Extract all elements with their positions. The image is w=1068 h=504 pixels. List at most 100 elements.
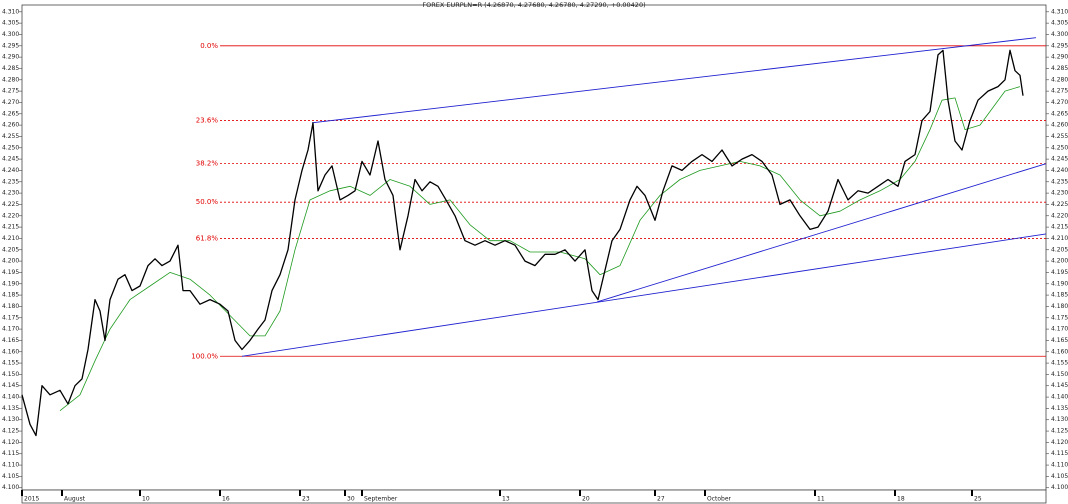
x-tick-label: 20: [582, 496, 590, 503]
y-tick-label: 4.110: [2, 462, 19, 469]
y-tick-label-right: 4.160: [1051, 348, 1068, 355]
y-tick-label-right: 4.230: [1051, 190, 1068, 197]
y-tick-label-right: 4.150: [1051, 371, 1068, 378]
x-tick-label: 25: [974, 496, 982, 503]
y-tick-label: 4.275: [2, 88, 19, 95]
y-tick-label-right: 4.140: [1051, 394, 1068, 401]
y-tick-label-right: 4.165: [1051, 337, 1068, 344]
y-tick-label-right: 4.100: [1051, 484, 1068, 491]
y-tick-label: 4.130: [2, 416, 19, 423]
y-tick-label: 4.290: [2, 54, 19, 61]
y-tick-label-right: 4.155: [1051, 360, 1068, 367]
y-tick-label-right: 4.125: [1051, 428, 1068, 435]
y-tick-label: 4.280: [2, 76, 19, 83]
trend-line: [596, 163, 1047, 303]
y-tick-label: 4.160: [2, 348, 19, 355]
y-tick-label-right: 4.295: [1051, 42, 1068, 49]
y-tick-label-right: 4.260: [1051, 122, 1068, 129]
fib-label: 100.0%: [191, 352, 218, 360]
y-tick-label: 4.185: [2, 292, 19, 299]
y-tick-label: 4.260: [2, 122, 19, 129]
y-tick-label: 4.170: [2, 326, 19, 333]
y-tick-label: 4.305: [2, 20, 19, 27]
y-tick-label-right: 4.210: [1051, 235, 1068, 242]
y-tick-label-right: 4.170: [1051, 326, 1068, 333]
y-tick-label-right: 4.300: [1051, 31, 1068, 38]
y-tick-label: 4.175: [2, 314, 19, 321]
y-tick-label: 4.240: [2, 167, 19, 174]
y-tick-label-right: 4.185: [1051, 292, 1068, 299]
y-tick-label-right: 4.200: [1051, 258, 1068, 265]
y-tick-label: 4.140: [2, 394, 19, 401]
x-tick-label: 10: [142, 496, 150, 503]
y-tick-label-right: 4.135: [1051, 405, 1068, 412]
fib-label: 0.0%: [200, 42, 218, 50]
y-tick-label: 4.180: [2, 303, 19, 310]
y-tick-label-right: 4.285: [1051, 65, 1068, 72]
y-tick-label: 4.295: [2, 42, 19, 49]
x-tick-label: 13: [502, 496, 510, 503]
x-tick-label: 30: [347, 496, 355, 503]
y-tick-label: 4.250: [2, 144, 19, 151]
y-tick-label-right: 4.280: [1051, 76, 1068, 83]
fib-label: 61.8%: [196, 234, 219, 242]
y-tick-label-right: 4.190: [1051, 280, 1068, 287]
y-tick-label: 4.225: [2, 201, 19, 208]
y-tick-label-right: 4.130: [1051, 416, 1068, 423]
x-tick-label: 27: [657, 496, 665, 503]
y-tick-label-right: 4.240: [1051, 167, 1068, 174]
y-tick-label: 4.300: [2, 31, 19, 38]
y-tick-label: 4.235: [2, 178, 19, 185]
y-tick-label: 4.105: [2, 473, 19, 480]
y-tick-label: 4.125: [2, 428, 19, 435]
y-tick-label: 4.190: [2, 280, 19, 287]
y-tick-label-right: 4.215: [1051, 224, 1068, 231]
y-tick-label-right: 4.145: [1051, 382, 1068, 389]
y-tick-label: 4.265: [2, 110, 19, 117]
y-tick-label-right: 4.245: [1051, 156, 1068, 163]
y-tick-label-right: 4.265: [1051, 110, 1068, 117]
y-tick-label: 4.230: [2, 190, 19, 197]
y-tick-label: 4.220: [2, 212, 19, 219]
y-tick-label: 4.155: [2, 360, 19, 367]
x-tick-label: October: [707, 496, 732, 503]
y-tick-label-right: 4.110: [1051, 462, 1068, 469]
y-tick-label-right: 4.180: [1051, 303, 1068, 310]
fib-label: 50.0%: [196, 198, 219, 206]
y-tick-label-right: 4.225: [1051, 201, 1068, 208]
y-tick-label: 4.100: [2, 484, 19, 491]
plot-frame: [21, 4, 1047, 491]
y-tick-label-right: 4.255: [1051, 133, 1068, 140]
y-tick-label: 4.245: [2, 156, 19, 163]
x-tick-label: 23: [302, 496, 310, 503]
fib-label: 38.2%: [196, 160, 219, 168]
x-tick-label: 2015: [24, 496, 39, 503]
x-tick-label: September: [364, 496, 398, 503]
y-tick-label: 4.210: [2, 235, 19, 242]
y-tick-label-right: 4.105: [1051, 473, 1068, 480]
y-tick-label-right: 4.175: [1051, 314, 1068, 321]
x-tick-label: 16: [222, 496, 230, 503]
y-tick-label-right: 4.115: [1051, 450, 1068, 457]
trend-line: [241, 233, 1047, 357]
y-tick-label-right: 4.270: [1051, 99, 1068, 106]
y-tick-label: 4.120: [2, 439, 19, 446]
y-tick-label: 4.135: [2, 405, 19, 412]
y-tick-label-right: 4.220: [1051, 212, 1068, 219]
y-tick-label-right: 4.205: [1051, 246, 1068, 253]
y-tick-label-right: 4.195: [1051, 269, 1068, 276]
price-line: [21, 49, 1024, 437]
x-tick-label: August: [64, 496, 86, 503]
y-tick-label-right: 4.120: [1051, 439, 1068, 446]
y-tick-label: 4.195: [2, 269, 19, 276]
y-tick-label: 4.215: [2, 224, 19, 231]
y-tick-label: 4.205: [2, 246, 19, 253]
y-tick-label-right: 4.310: [1051, 8, 1068, 15]
fib-label: 23.6%: [196, 117, 219, 125]
y-tick-label-right: 4.275: [1051, 88, 1068, 95]
y-tick-label: 4.150: [2, 371, 19, 378]
y-tick-label: 4.165: [2, 337, 19, 344]
y-tick-label: 4.270: [2, 99, 19, 106]
y-tick-label: 4.115: [2, 450, 19, 457]
